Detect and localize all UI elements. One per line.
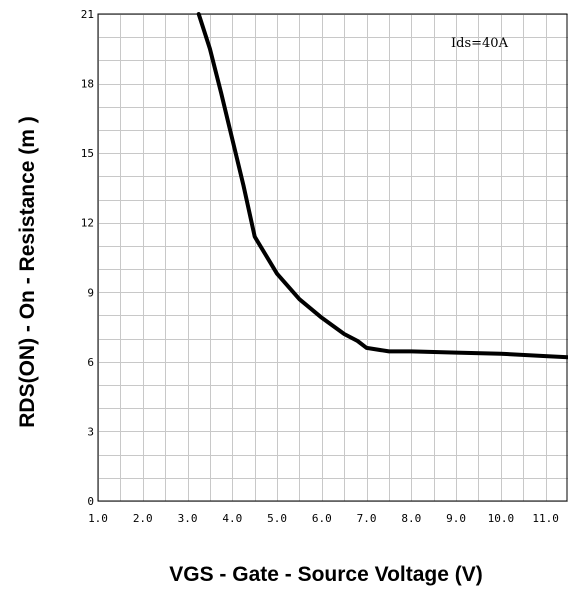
y-tick-label: 21 xyxy=(81,8,94,21)
x-tick-label: 9.0 xyxy=(446,512,466,525)
y-tick-label: 12 xyxy=(81,217,94,230)
y-tick-label: 15 xyxy=(81,147,94,160)
x-tick-label: 1.0 xyxy=(88,512,108,525)
y-tick-label: 9 xyxy=(87,286,94,299)
series-layer xyxy=(196,12,568,360)
x-tick-label: 3.0 xyxy=(178,512,198,525)
annotation-label: Ids=40A xyxy=(451,36,509,51)
x-axis-title: VGS - Gate - Source Voltage (V) xyxy=(169,563,483,586)
x-tick-label: 5.0 xyxy=(267,512,287,525)
grid xyxy=(98,14,568,502)
x-tick-label: 11.0 xyxy=(532,512,559,525)
x-tick-label: 6.0 xyxy=(312,512,332,525)
x-tick-label: 10.0 xyxy=(488,512,515,525)
x-tick-label: 8.0 xyxy=(401,512,421,525)
y-axis-title: RDS(ON) - On - Resistance (m ) xyxy=(16,116,39,428)
x-tick-label: 4.0 xyxy=(222,512,242,525)
series-line xyxy=(196,12,568,360)
x-tick-label: 2.0 xyxy=(133,512,153,525)
x-tick-labels: 1.0 2.0 3.0 4.0 5.0 6.0 7.0 8.0 9.0 10.0 11.0 xyxy=(88,512,559,525)
plot-frame xyxy=(97,13,568,502)
y-tick-label: 18 xyxy=(81,78,94,91)
y-tick-label: 6 xyxy=(87,356,94,369)
y-tick-label: 0 xyxy=(87,495,94,508)
y-tick-labels: 0 3 6 9 12 15 18 21 xyxy=(81,8,94,508)
x-tick-label: 7.0 xyxy=(357,512,377,525)
y-tick-label: 3 xyxy=(87,425,94,438)
